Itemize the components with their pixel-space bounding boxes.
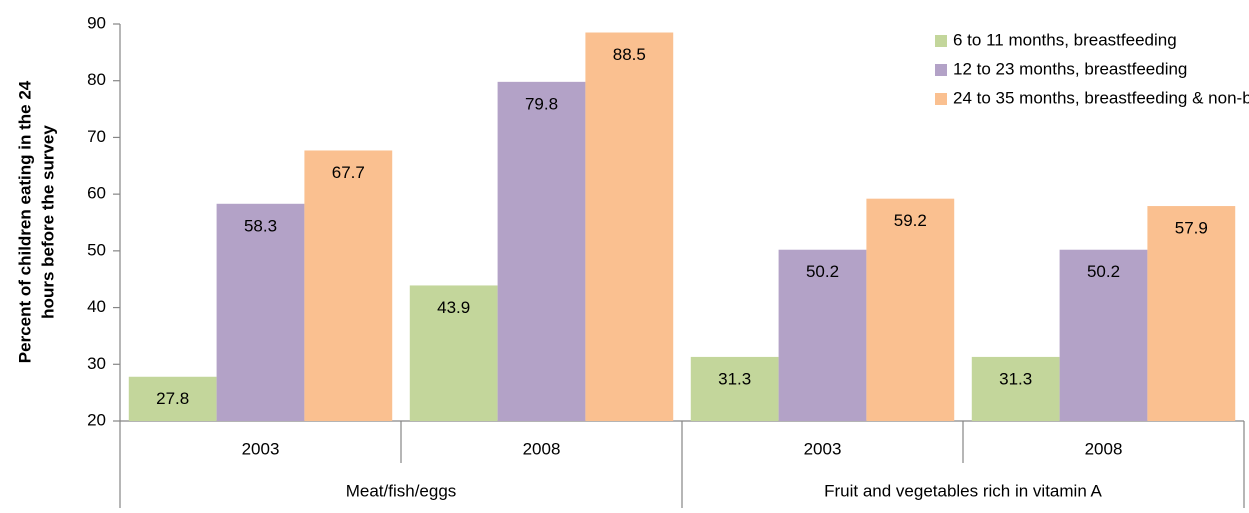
x-tick-label: 2003	[242, 439, 280, 458]
legend-swatch	[935, 93, 947, 105]
y-axis-label: Percent of children eating in the 24	[15, 80, 34, 363]
y-tick-label: 20	[87, 410, 106, 429]
bar	[128, 376, 217, 421]
data-label: 88.5	[613, 45, 646, 64]
data-label: 27.8	[156, 389, 189, 408]
y-tick-label: 90	[87, 13, 106, 32]
y-tick-label: 50	[87, 240, 106, 259]
x-tick-label: 2003	[804, 439, 842, 458]
y-tick-label: 60	[87, 184, 106, 203]
bar	[971, 356, 1060, 421]
data-label: 43.9	[437, 298, 470, 317]
data-label: 50.2	[806, 262, 839, 281]
data-label: 31.3	[718, 369, 751, 388]
y-tick-label: 80	[87, 70, 106, 89]
group-label: Fruit and vegetables rich in vitamin A	[824, 481, 1102, 500]
data-label: 59.2	[894, 211, 927, 230]
group-label: Meat/fish/eggs	[346, 481, 457, 500]
x-tick-label: 2008	[523, 439, 561, 458]
bar	[690, 356, 779, 421]
bar	[497, 81, 586, 421]
data-label: 67.7	[332, 163, 365, 182]
y-axis-label: hours before the survey	[38, 125, 57, 319]
legend-label: 24 to 35 months, breastfeeding & non-bre…	[953, 88, 1249, 107]
legend-swatch	[935, 64, 947, 76]
legend-label: 12 to 23 months, breastfeeding	[953, 59, 1187, 78]
bar	[778, 249, 867, 421]
y-tick-label: 40	[87, 297, 106, 316]
bar	[304, 150, 393, 422]
legend-label: 6 to 11 months, breastfeeding	[953, 30, 1177, 49]
y-tick-label: 70	[87, 127, 106, 146]
data-label: 79.8	[525, 94, 558, 113]
bar	[1059, 249, 1148, 421]
bar	[216, 203, 305, 421]
y-tick-label: 30	[87, 354, 106, 373]
data-label: 58.3	[244, 216, 277, 235]
data-label: 50.2	[1087, 262, 1120, 281]
legend-swatch	[935, 35, 947, 47]
bar	[866, 198, 955, 421]
data-label: 57.9	[1175, 219, 1208, 238]
bar	[585, 32, 674, 421]
bar	[1147, 206, 1236, 421]
data-label: 31.3	[999, 369, 1032, 388]
x-tick-label: 2008	[1085, 439, 1123, 458]
bar	[409, 285, 498, 421]
